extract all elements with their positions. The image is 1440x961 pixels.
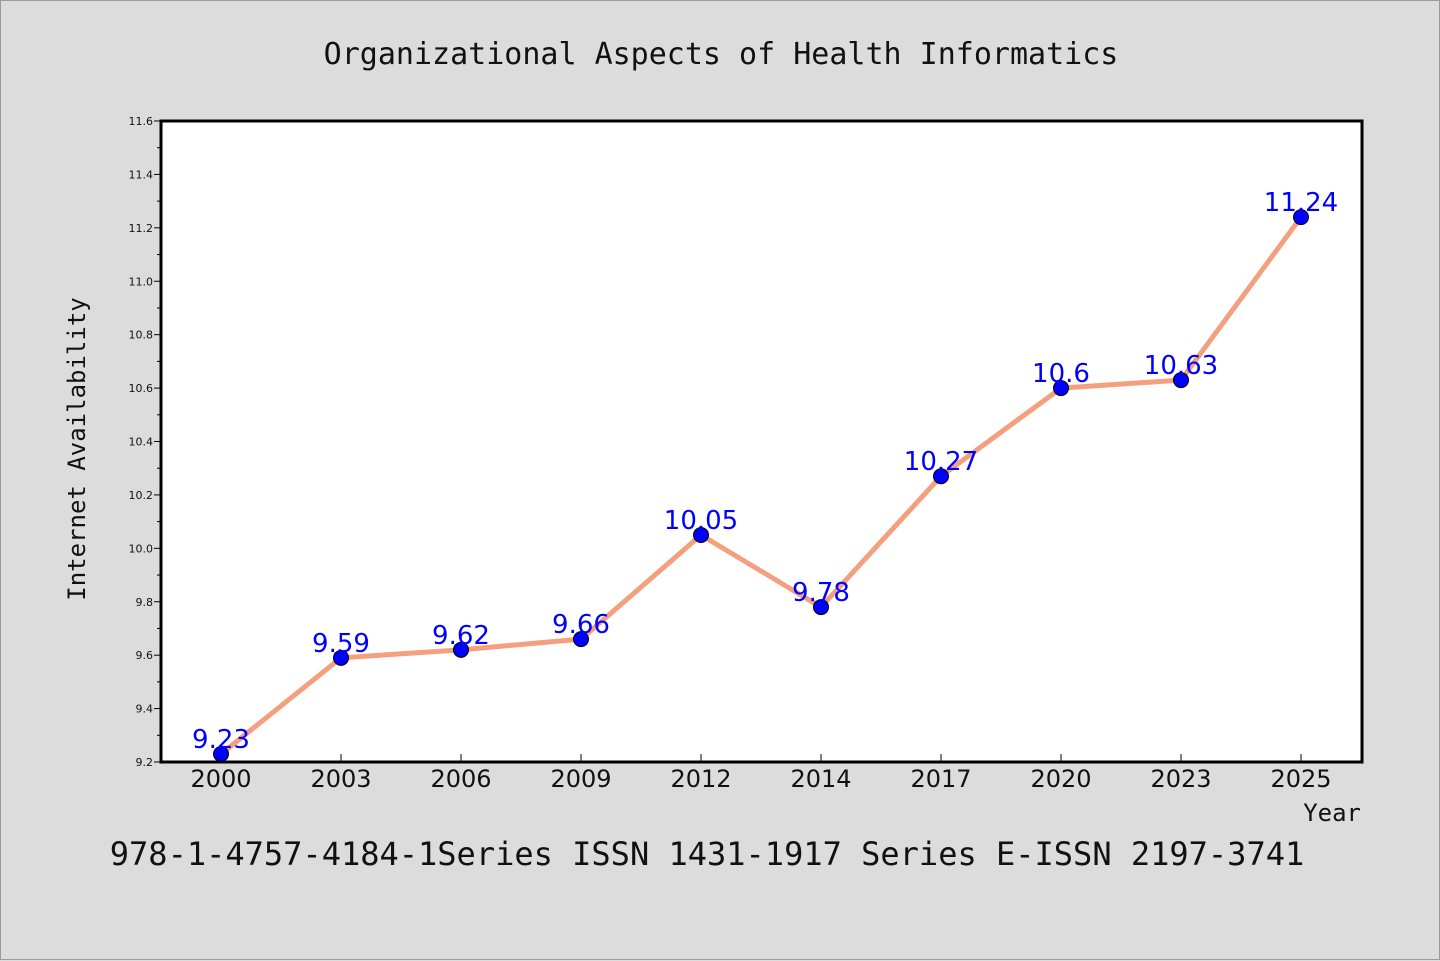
y-tick-label: 9.2 <box>136 756 154 769</box>
y-tick-label: 10.0 <box>129 542 154 555</box>
data-label: 10.63 <box>1144 351 1218 381</box>
data-point <box>1173 372 1189 389</box>
data-label: 9.59 <box>312 629 370 659</box>
x-tick-label: 2003 <box>310 765 371 793</box>
footer-isbn-text: 978-1-4757-4184-1Series ISSN 1431-1917 S… <box>110 835 1304 873</box>
data-point <box>933 468 949 485</box>
x-tick-label: 2014 <box>790 765 851 793</box>
data-label: 11.24 <box>1264 188 1338 218</box>
plot-area <box>161 121 1362 762</box>
x-axis-label: Year <box>1303 799 1361 827</box>
chart-title: Organizational Aspects of Health Informa… <box>324 37 1119 72</box>
y-tick-label: 11.2 <box>129 222 154 235</box>
data-label: 10.6 <box>1032 359 1090 389</box>
ticks-layer: 9.2 9.4 9.6 9.8 10.0 10.2 10.4 10.6 10.8 11.0 11.2… <box>129 115 1332 793</box>
y-tick-label: 10.4 <box>129 436 154 449</box>
x-tick-label: 2009 <box>550 765 611 793</box>
x-tick-label: 2000 <box>190 765 251 793</box>
x-tick-label: 2006 <box>430 765 491 793</box>
data-point <box>573 631 589 648</box>
x-tick-label: 2017 <box>910 765 971 793</box>
x-tick-label: 2020 <box>1030 765 1091 793</box>
x-tick-label: 2012 <box>670 765 731 793</box>
y-axis-label: Internet Availability <box>63 297 91 600</box>
data-label: 9.78 <box>792 578 850 608</box>
plot-border <box>159 119 1364 764</box>
data-label: 10.27 <box>904 447 978 477</box>
y-tick-label: 9.6 <box>136 649 154 662</box>
data-point <box>333 649 349 666</box>
data-label: 9.23 <box>192 725 250 755</box>
data-point <box>693 526 709 543</box>
data-label: 9.66 <box>552 610 610 640</box>
y-tick-label: 11.6 <box>129 115 154 128</box>
series-line <box>218 214 1304 757</box>
data-point <box>1053 380 1069 397</box>
y-tick-label: 11.4 <box>129 168 154 181</box>
x-tick-label: 2023 <box>1150 765 1211 793</box>
data-point <box>453 641 469 658</box>
y-tick-label: 9.8 <box>136 596 154 609</box>
data-label: 10.05 <box>664 506 738 536</box>
y-tick-label: 10.8 <box>129 329 154 342</box>
data-point <box>813 599 829 616</box>
data-label: 9.62 <box>432 621 490 651</box>
x-tick-label: 2025 <box>1270 765 1331 793</box>
data-point <box>1293 209 1309 226</box>
series-layer: 9.23 9.59 9.62 9.66 10.05 9.78 10.27 10.6 10.63 1… <box>192 188 1338 762</box>
y-tick-label: 11.0 <box>129 275 154 288</box>
y-tick-label: 9.4 <box>136 703 154 716</box>
y-tick-label: 10.6 <box>129 382 154 395</box>
y-tick-label: 10.2 <box>129 489 154 502</box>
